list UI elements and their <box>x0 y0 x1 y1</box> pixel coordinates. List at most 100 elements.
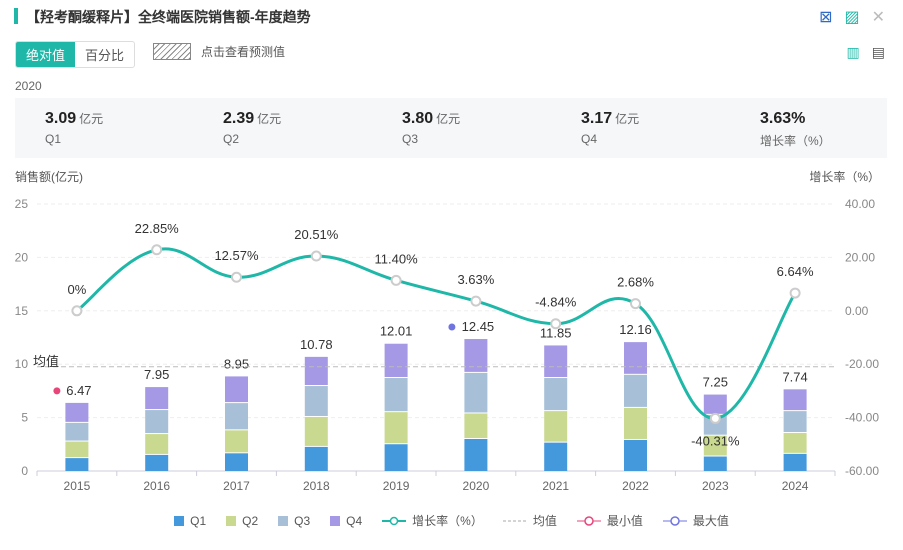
max-marker <box>448 323 456 331</box>
legend-item[interactable]: 均值 <box>502 512 557 529</box>
bar-q3 <box>225 403 248 430</box>
y-tick-label: 0 <box>21 464 28 478</box>
bar-q4 <box>703 394 727 414</box>
growth-label: -4.84% <box>535 295 577 310</box>
total-label: 7.74 <box>782 369 807 384</box>
bar-q3 <box>304 386 328 416</box>
label: Q4 <box>581 132 598 146</box>
bar-q4 <box>783 389 807 411</box>
bar-q2 <box>384 412 408 444</box>
total-label: 10.78 <box>300 337 333 352</box>
bar-q2 <box>65 441 89 458</box>
growth-point <box>390 274 402 286</box>
growth-point <box>71 305 83 317</box>
x-tick-label: 2021 <box>542 479 569 493</box>
legend-item[interactable]: Q2 <box>226 512 258 529</box>
bar-q3 <box>783 411 807 433</box>
bar-q4 <box>145 387 169 410</box>
legend-line-icon <box>382 516 407 525</box>
bar-q1 <box>624 439 647 471</box>
y2-tick-label: -60.00 <box>845 464 879 478</box>
bar-q3 <box>703 414 727 435</box>
y-tick-label: 25 <box>15 197 29 211</box>
growth-label: 0% <box>68 282 87 297</box>
x-tick-label: 2022 <box>622 479 649 493</box>
bar-chart-icon[interactable]: ▥ <box>846 44 860 60</box>
bar-q2 <box>304 416 328 446</box>
summary-cards: 3.09 亿元 Q1 2.39 亿元 Q2 3.80 亿元 Q3 3.17 亿元 Q4 3.63… <box>15 98 887 158</box>
bar-q3 <box>464 372 488 413</box>
bar-q3 <box>544 378 568 411</box>
legend-swatch-icon <box>278 515 289 526</box>
y2-tick-label: 20.00 <box>845 250 875 264</box>
x-tick-label: 2017 <box>223 479 250 493</box>
legend-item[interactable]: Q4 <box>330 512 362 529</box>
total-label: 8.95 <box>224 356 249 371</box>
growth-point <box>470 295 482 307</box>
growth-point <box>709 412 721 424</box>
legend-item[interactable]: 最大值 <box>662 512 729 529</box>
value: 3.09 <box>45 110 77 127</box>
x-tick-label: 2023 <box>702 479 729 493</box>
legend-label: 最大值 <box>692 514 729 528</box>
growth-point <box>789 287 801 299</box>
legend-dash-icon <box>502 520 527 521</box>
bar-q2 <box>783 433 807 453</box>
legend-ring-icon <box>576 515 601 526</box>
excel-export-icon[interactable]: ⊠ <box>819 9 833 26</box>
bar-q4 <box>65 402 89 422</box>
bar-q1 <box>783 453 807 471</box>
legend-item[interactable]: Q1 <box>174 512 206 529</box>
summary-q4: 3.17 亿元 Q4 <box>581 110 639 146</box>
bar-q2 <box>544 411 568 442</box>
bar-q4 <box>384 343 408 378</box>
legend-label: Q4 <box>346 513 363 528</box>
absolute-tab[interactable]: 绝对值 <box>16 42 76 67</box>
label: Q3 <box>402 132 419 146</box>
total-label: 6.47 <box>66 383 91 398</box>
bar-q1 <box>225 453 248 471</box>
growth-point <box>151 244 163 256</box>
x-tick-label: 2024 <box>782 479 809 493</box>
x-tick-label: 2016 <box>143 479 170 493</box>
forecast-toggle[interactable]: 点击查看预测值 <box>153 43 285 60</box>
bar-q1 <box>65 458 89 471</box>
percent-tab[interactable]: 百分比 <box>85 48 125 63</box>
label: 增长率（%） <box>760 134 831 148</box>
close-icon[interactable]: ✕ <box>871 9 885 26</box>
legend-label: 增长率（%） <box>412 514 483 528</box>
growth-point <box>310 250 322 262</box>
y-axis-title: 销售额(亿元) <box>15 169 83 184</box>
bar-q4 <box>544 345 568 378</box>
bar-q1 <box>304 446 328 471</box>
unit: 亿元 <box>436 112 461 126</box>
growth-label: 3.63% <box>457 272 494 287</box>
total-label: 7.25 <box>703 375 728 390</box>
mode-toggle: 绝对值 百分比 <box>15 41 136 68</box>
total-label: 7.95 <box>144 367 169 382</box>
unit: 亿元 <box>615 112 640 126</box>
mean-label: 均值 <box>33 354 59 369</box>
growth-label: 11.40% <box>375 251 419 266</box>
hatch-pattern-icon <box>153 43 191 60</box>
growth-point <box>550 318 562 330</box>
growth-label: 12.57% <box>214 248 259 263</box>
bar-q4 <box>624 342 647 374</box>
x-tick-label: 2018 <box>303 479 330 493</box>
bar-q2 <box>145 434 169 454</box>
image-export-icon[interactable]: ▨ <box>844 9 860 26</box>
legend-label: Q3 <box>294 513 311 528</box>
y2-tick-label: -20.00 <box>845 357 879 371</box>
total-label: 11.85 <box>540 325 572 340</box>
legend-swatch-icon <box>226 515 237 526</box>
total-label: 12.16 <box>619 322 652 337</box>
bar-q2 <box>464 413 488 438</box>
legend-item[interactable]: 增长率（%） <box>382 512 483 529</box>
sales-chart: 销售额(亿元) 增长率（%） 0 5 10 15 20 25 -60.00 -40.00 -20.0… <box>15 169 880 493</box>
legend-label: 最小值 <box>606 514 643 528</box>
legend-item[interactable]: 最小值 <box>576 512 643 529</box>
table-icon[interactable]: ▤ <box>871 44 885 60</box>
legend-item[interactable]: Q3 <box>278 512 310 529</box>
title-accent <box>14 8 18 24</box>
